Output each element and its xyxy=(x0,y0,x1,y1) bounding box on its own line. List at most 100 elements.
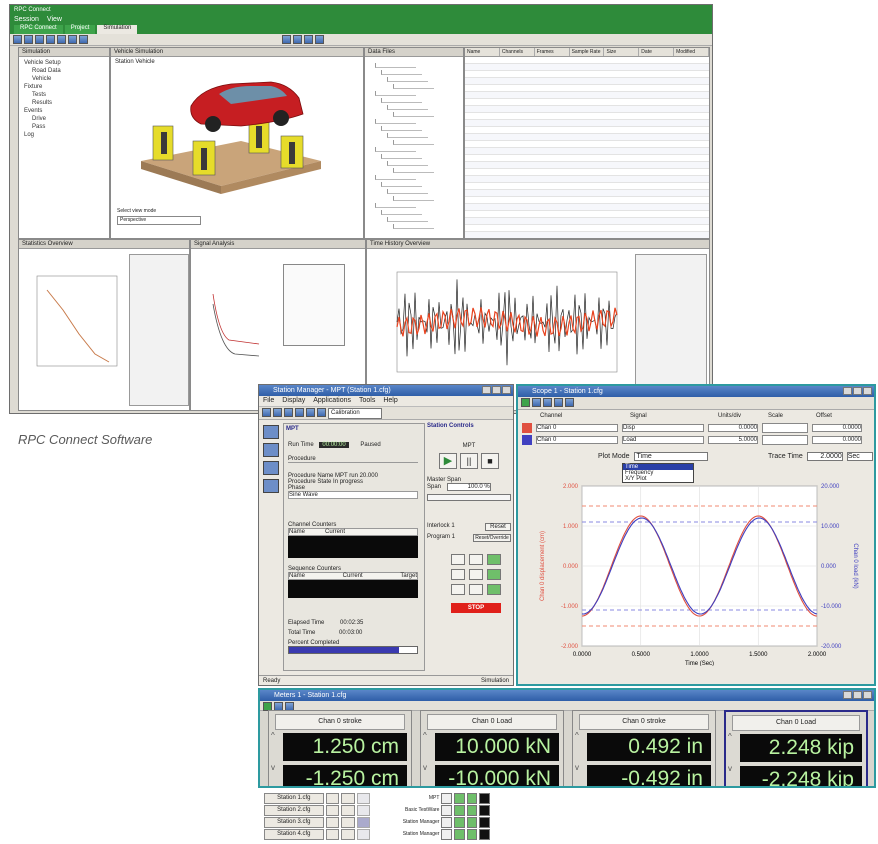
file-tree-node[interactable] xyxy=(393,224,434,229)
side-tool-3-icon[interactable] xyxy=(263,461,279,475)
hpu-off-button[interactable] xyxy=(451,554,465,565)
file-table-row[interactable] xyxy=(465,71,709,78)
menu-view[interactable]: View xyxy=(46,16,62,23)
hpu-low-button[interactable] xyxy=(469,554,483,565)
file-table-row[interactable] xyxy=(465,92,709,99)
file-table-row[interactable] xyxy=(465,190,709,197)
file-tree-node[interactable] xyxy=(387,161,428,166)
file-col-header[interactable]: Sample Rate xyxy=(570,48,605,56)
file-table-row[interactable] xyxy=(465,99,709,106)
tab-rpc-connect[interactable]: RPC Connect xyxy=(14,25,63,34)
file-table-row[interactable] xyxy=(465,57,709,64)
station-tool-button[interactable] xyxy=(325,793,340,804)
station-tool-button[interactable] xyxy=(325,817,340,828)
station-tool-button[interactable] xyxy=(341,817,355,828)
scope-pause-icon[interactable] xyxy=(532,398,541,407)
sm-menu-applications[interactable]: Applications xyxy=(313,397,351,404)
hsm2-off-button[interactable] xyxy=(451,584,465,595)
sm-menu-help[interactable]: Help xyxy=(383,397,398,404)
file-table-row[interactable] xyxy=(465,218,709,225)
file-tree-node[interactable] xyxy=(387,217,428,222)
emergency-stop-button[interactable]: STOP xyxy=(451,603,501,613)
file-tree-node[interactable] xyxy=(393,140,434,145)
tree-item[interactable]: Events xyxy=(24,108,43,114)
span-slider[interactable] xyxy=(427,494,511,501)
station-tool-6-icon[interactable] xyxy=(317,408,326,417)
hsm1-high-button[interactable] xyxy=(487,569,501,580)
trace-color-swatch[interactable] xyxy=(522,435,532,445)
file-table-row[interactable] xyxy=(465,113,709,120)
file-tree-node[interactable] xyxy=(381,182,422,187)
scope-save-icon[interactable] xyxy=(554,398,563,407)
file-tree-node[interactable] xyxy=(375,175,416,180)
file-table-row[interactable] xyxy=(465,120,709,127)
sm-menu-file[interactable]: File xyxy=(263,397,275,404)
file-table-row[interactable] xyxy=(465,141,709,148)
station-button[interactable]: Station 2.cfg xyxy=(264,805,324,816)
scope-offset-input[interactable]: 0.0000 xyxy=(812,424,862,432)
meter-channel[interactable]: Chan 0 stroke ^ v 0.492 in -0.492 in xyxy=(572,710,716,786)
reset-override-button[interactable]: Reset/Override xyxy=(473,534,511,542)
file-tree-node[interactable] xyxy=(387,189,428,194)
maximize-button[interactable] xyxy=(492,386,501,394)
viewport-mode-select[interactable]: Perspective xyxy=(117,216,201,225)
minimize-button[interactable] xyxy=(482,386,491,394)
rotate-icon[interactable] xyxy=(293,35,302,44)
file-table-row[interactable] xyxy=(465,127,709,134)
file-tree-node[interactable] xyxy=(381,70,422,75)
zoom-icon[interactable] xyxy=(304,35,313,44)
meters-minimize-button[interactable] xyxy=(843,691,852,699)
scope-maximize-button[interactable] xyxy=(853,387,862,395)
mode-select[interactable]: Calibration xyxy=(328,408,382,419)
file-table-row[interactable] xyxy=(465,134,709,141)
file-table-row[interactable] xyxy=(465,176,709,183)
pan-icon[interactable] xyxy=(315,35,324,44)
meters-close-button[interactable] xyxy=(863,691,872,699)
station-tool-button[interactable] xyxy=(341,793,355,804)
copy-icon[interactable] xyxy=(68,35,77,44)
scope-units-input[interactable]: 0.0000 xyxy=(708,424,758,432)
file-tree-node[interactable] xyxy=(381,98,422,103)
plot-mode-option[interactable]: X/Y Plot xyxy=(625,476,647,482)
file-tree-node[interactable] xyxy=(381,126,422,131)
file-table-row[interactable] xyxy=(465,197,709,204)
file-table-row[interactable] xyxy=(465,148,709,155)
station-tool-3-icon[interactable] xyxy=(284,408,293,417)
station-tool-button[interactable] xyxy=(341,805,355,816)
file-table-row[interactable] xyxy=(465,183,709,190)
menu-session[interactable]: Session xyxy=(14,16,39,23)
file-tree-node[interactable] xyxy=(393,196,434,201)
reset-button[interactable]: Reset xyxy=(485,523,511,531)
tree-item[interactable]: Pass xyxy=(32,124,46,130)
meter-channel[interactable]: Chan 0 Load ^ v 10.000 kN -10.000 kN xyxy=(420,710,564,786)
file-table-row[interactable] xyxy=(465,169,709,176)
tree-item[interactable]: Fixture xyxy=(24,84,43,90)
station-tool-5-icon[interactable] xyxy=(306,408,315,417)
plot-mode-select[interactable]: Time xyxy=(633,452,708,461)
tree-item[interactable]: Vehicle Setup xyxy=(24,60,61,66)
hsm1-low-button[interactable] xyxy=(469,569,483,580)
scope-signal-select[interactable]: Disp xyxy=(622,424,704,432)
file-tree-node[interactable] xyxy=(393,84,434,89)
file-tree-node[interactable] xyxy=(381,154,422,159)
file-tree-node[interactable] xyxy=(375,63,416,68)
open-icon[interactable] xyxy=(24,35,33,44)
play-button[interactable]: ▶ xyxy=(439,453,457,469)
meters-maximize-button[interactable] xyxy=(853,691,862,699)
file-table-row[interactable] xyxy=(465,211,709,218)
file-table-row[interactable] xyxy=(465,225,709,232)
file-table-row[interactable] xyxy=(465,78,709,85)
hsm1-off-button[interactable] xyxy=(451,569,465,580)
sm-menu-display[interactable]: Display xyxy=(282,397,306,404)
tree-item[interactable]: Log xyxy=(24,132,35,138)
station-tool-button[interactable] xyxy=(341,829,355,840)
side-tool-1-icon[interactable] xyxy=(263,425,279,439)
file-tree-node[interactable] xyxy=(381,210,422,215)
file-tree-node[interactable] xyxy=(375,203,416,208)
station-sub-icon[interactable] xyxy=(356,829,371,840)
file-table-row[interactable] xyxy=(465,162,709,169)
new-icon[interactable] xyxy=(13,35,22,44)
tree-item[interactable]: Road Data xyxy=(32,68,61,74)
scope-stop-icon[interactable] xyxy=(543,398,552,407)
file-tree-node[interactable] xyxy=(375,91,416,96)
